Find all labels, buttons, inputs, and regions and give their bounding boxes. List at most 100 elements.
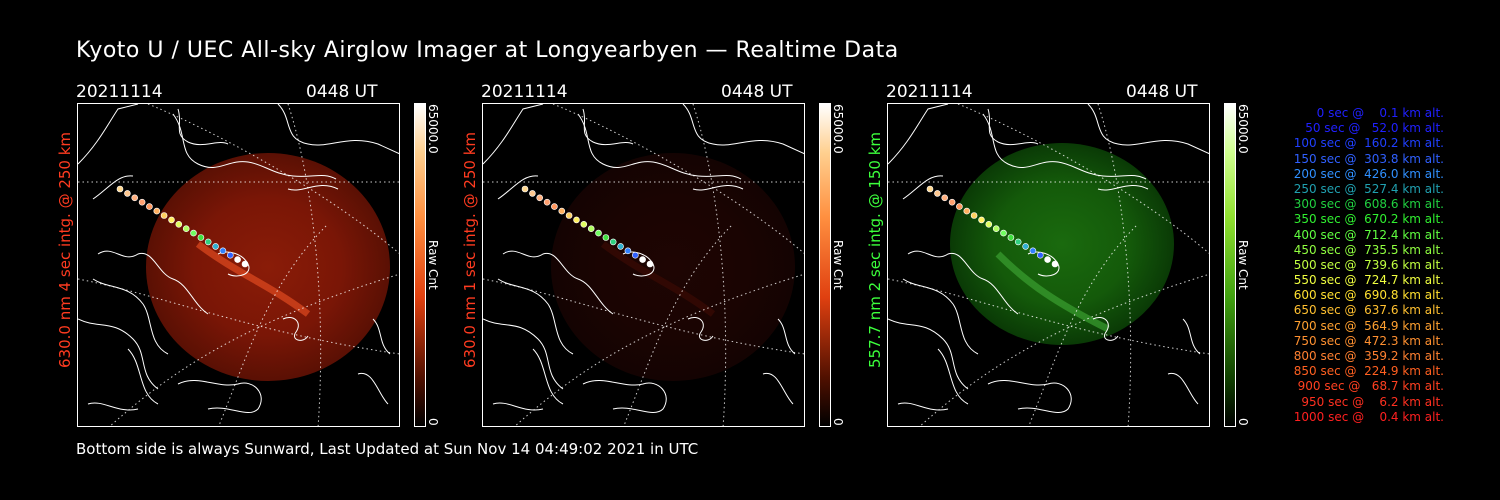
coastline <box>897 402 949 411</box>
legend-row: 800 sec @ 359.2 km alt. <box>1289 349 1444 363</box>
grid-line <box>514 273 804 426</box>
coastline <box>582 380 667 414</box>
panel-2-time: 0448 UT <box>721 82 793 102</box>
panel-3-colorbar <box>1224 103 1236 427</box>
coastline <box>1167 372 1199 405</box>
coastline <box>937 348 969 405</box>
track-point <box>551 203 558 210</box>
coastline <box>372 318 391 355</box>
coastline <box>497 278 574 355</box>
coastline <box>282 317 309 341</box>
legend-row: 700 sec @ 564.9 km alt. <box>1289 318 1444 333</box>
footer-note: Bottom side is always Sunward, Last Upda… <box>76 440 699 458</box>
legend-row: 1000 sec @ 0.4 km alt. <box>1293 409 1444 424</box>
track-point <box>153 207 161 215</box>
track-point <box>241 260 249 268</box>
coastline <box>1092 317 1119 341</box>
coastline <box>78 318 159 390</box>
legend-row: 650 sec @ 637.6 km alt. <box>1289 303 1444 318</box>
legend-row: 200 sec @ 426.0 km alt. <box>1289 166 1444 181</box>
coastline <box>92 278 169 355</box>
coastline <box>172 113 337 180</box>
track-point <box>138 198 146 206</box>
track-point <box>1029 247 1037 255</box>
panel-3-ylabel: 557.7 nm 2 sec intg. @ 150 km <box>866 131 884 368</box>
panel-1-time: 0448 UT <box>306 82 378 102</box>
track-point <box>131 194 139 202</box>
track-point <box>197 234 205 241</box>
panel-3-cbar-label: Raw Cnt <box>1236 240 1250 290</box>
track-point <box>168 216 175 224</box>
panel-1-image <box>77 103 400 427</box>
coastline <box>483 104 544 200</box>
panel-1-ylabel: 630.0 nm 4 sec intg. @ 250 km <box>56 131 74 368</box>
coastline <box>987 108 1039 146</box>
panel-1-cbar-min: 0 <box>426 418 440 426</box>
coastline <box>483 318 564 390</box>
coastline <box>502 250 614 315</box>
coastline <box>777 318 796 355</box>
coastline <box>287 184 339 191</box>
track-point <box>182 225 190 232</box>
grid-line <box>1028 223 1139 426</box>
track-point <box>1022 243 1029 250</box>
track-point <box>190 229 197 237</box>
panel-2-cbar-max: 65000.0 <box>831 104 845 154</box>
track-point <box>580 221 588 228</box>
legend-row: 150 sec @ 303.8 km alt. <box>1289 151 1444 166</box>
grid-line <box>552 104 804 254</box>
track-point <box>602 234 610 241</box>
track-point <box>624 247 632 255</box>
track-point <box>1051 260 1059 268</box>
track-point <box>948 198 956 206</box>
panel-3-date: 20211114 <box>886 82 973 102</box>
track-point <box>985 221 993 228</box>
coastline <box>277 104 399 155</box>
track-point <box>529 190 536 197</box>
track-point <box>558 207 566 215</box>
coastline <box>78 104 139 200</box>
grid-line <box>692 104 727 426</box>
legend-row: 450 sec @ 735.5 km alt. <box>1289 242 1444 257</box>
coastline <box>577 113 742 180</box>
track-point <box>956 203 963 210</box>
coastline <box>692 184 744 191</box>
track-point <box>227 251 234 259</box>
track-point <box>1014 238 1022 246</box>
grid-line <box>218 223 329 426</box>
track-point <box>573 216 580 224</box>
grid-line <box>919 273 1209 426</box>
grid-line <box>1097 104 1132 426</box>
track-point <box>941 194 949 202</box>
track-point <box>639 256 646 263</box>
grid-line <box>109 273 399 426</box>
track-point <box>934 190 941 197</box>
track-point <box>124 190 131 197</box>
panel-2-colorbar <box>819 103 831 427</box>
legend-row: 550 sec @ 724.7 km alt. <box>1289 273 1444 288</box>
coastline <box>177 380 262 414</box>
track-point <box>926 185 934 193</box>
panel-3-cbar-max: 65000.0 <box>1236 104 1250 154</box>
coastline <box>888 318 969 390</box>
panel-1-cbar-max: 65000.0 <box>426 104 440 154</box>
coastline <box>127 348 159 405</box>
coastline <box>177 108 229 146</box>
altitude-legend: 0 sec @ 0.1 km alt. 50 sec @ 52.0 km alt… <box>1258 106 1444 425</box>
track-point <box>116 185 124 193</box>
grid-line <box>957 104 1209 254</box>
legend-row: 850 sec @ 224.9 km alt. <box>1289 364 1444 379</box>
coastline <box>888 104 949 200</box>
track-point <box>632 251 639 259</box>
coastline <box>982 113 1147 180</box>
panel-2-ylabel: 630.0 nm 1 sec intg. @ 250 km <box>461 131 479 368</box>
legend-row: 250 sec @ 527.4 km alt. <box>1289 181 1444 196</box>
track-point <box>963 207 971 215</box>
airglow-disk <box>551 153 795 381</box>
page-title: Kyoto U / UEC All-sky Airglow Imager at … <box>76 38 899 63</box>
coastline <box>1182 318 1201 355</box>
legend-row: 900 sec @ 68.7 km alt. <box>1293 379 1444 394</box>
airglow-disk <box>950 143 1174 345</box>
legend-row: 50 sec @ 52.0 km alt. <box>1297 121 1444 136</box>
track-point <box>234 256 241 263</box>
